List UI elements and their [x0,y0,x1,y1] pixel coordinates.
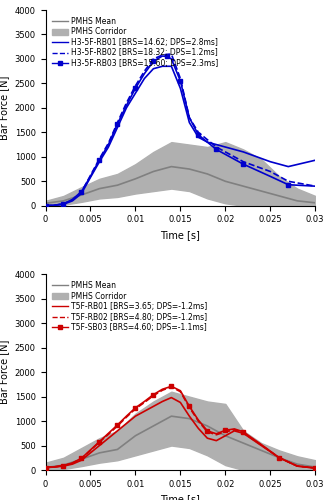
Legend: PMHS Mean, PMHS Corridor, H3-5F-RB01 [BRS=14.62; DPS=2.8ms], H3-5F-RB02 [BRS=18.: PMHS Mean, PMHS Corridor, H3-5F-RB01 [BR… [49,14,221,71]
X-axis label: Time [s]: Time [s] [161,494,200,500]
Legend: PMHS Mean, PMHS Corridor, T5F-RB01 [BRS=3.65; DPS=-1.2ms], T5F-RB02 [BRS=4.80; D: PMHS Mean, PMHS Corridor, T5F-RB01 [BRS=… [49,278,210,336]
Y-axis label: Bar Force [N]: Bar Force [N] [0,76,9,140]
X-axis label: Time [s]: Time [s] [161,230,200,240]
Y-axis label: Bar Force [N]: Bar Force [N] [0,340,9,404]
